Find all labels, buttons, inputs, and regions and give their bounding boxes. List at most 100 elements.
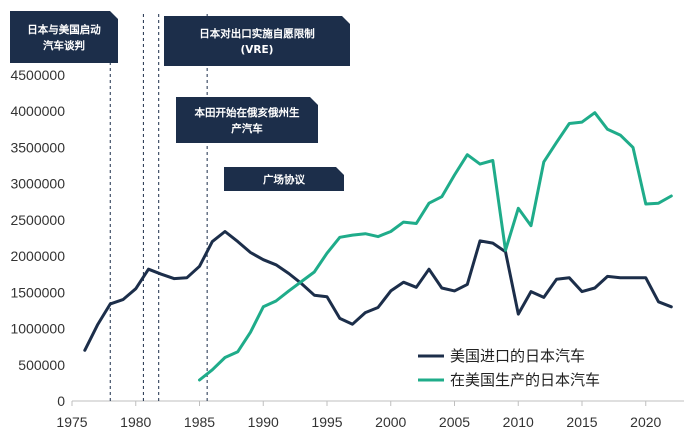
- data-point: [593, 286, 596, 289]
- data-point: [377, 235, 380, 238]
- data-point: [568, 276, 571, 279]
- data-point: [198, 378, 201, 381]
- annotation-label: 产汽车: [231, 122, 263, 135]
- data-point: [632, 276, 635, 279]
- data-point: [491, 242, 494, 245]
- data-point: [147, 268, 150, 271]
- series-line-1: [83, 230, 673, 352]
- data-point: [504, 249, 507, 252]
- data-point: [83, 349, 86, 352]
- data-point: [262, 305, 265, 308]
- data-point: [122, 298, 125, 301]
- data-point: [657, 202, 660, 205]
- legend-item-1: 美国进口的日本汽车: [418, 347, 585, 365]
- data-point: [466, 153, 469, 156]
- data-point: [224, 230, 227, 233]
- y-tick-label: 2500000: [10, 212, 65, 228]
- data-point: [402, 221, 405, 224]
- data-point: [236, 240, 239, 243]
- annotation-box: [224, 167, 344, 191]
- annotation-label: 日本与美国启动: [27, 23, 101, 36]
- data-point: [619, 276, 622, 279]
- data-point: [606, 275, 609, 278]
- data-point: [313, 294, 316, 297]
- data-point: [517, 207, 520, 210]
- annotation-label: 日本对出口实施自愿限制: [199, 27, 315, 40]
- x-tick-label: 2000: [375, 414, 406, 430]
- data-point: [530, 290, 533, 293]
- event-annotation-4: 广场协议: [224, 167, 344, 191]
- event-lines: [109, 14, 208, 401]
- y-tick-label: 1000000: [10, 321, 65, 337]
- data-point: [466, 283, 469, 286]
- data-point: [644, 202, 647, 205]
- x-tick-label: 2015: [566, 414, 597, 430]
- data-point: [275, 263, 278, 266]
- data-point: [377, 306, 380, 309]
- data-point: [249, 331, 252, 334]
- data-point: [542, 160, 545, 163]
- series-layer: [83, 111, 673, 382]
- data-point: [593, 111, 596, 114]
- data-point: [160, 273, 163, 276]
- series-line-2: [198, 111, 673, 382]
- data-point: [287, 272, 290, 275]
- data-point: [275, 300, 278, 303]
- data-point: [224, 356, 227, 359]
- x-tick-label: 2020: [630, 414, 661, 430]
- data-point: [479, 163, 482, 166]
- annotation-label: (VRE): [241, 44, 274, 56]
- data-point: [453, 173, 456, 176]
- data-point: [173, 277, 176, 280]
- x-tick-label: 1990: [248, 414, 279, 430]
- data-point: [109, 302, 112, 305]
- data-point: [249, 251, 252, 254]
- data-point: [300, 280, 303, 283]
- event-annotation-2: 日本对出口实施自愿限制 (VRE): [164, 16, 350, 66]
- data-point: [338, 236, 341, 239]
- data-point: [211, 240, 214, 243]
- data-point: [96, 323, 99, 326]
- data-point: [364, 311, 367, 314]
- data-point: [555, 278, 558, 281]
- data-point: [670, 194, 673, 197]
- data-point: [530, 224, 533, 227]
- data-point: [326, 252, 329, 255]
- data-point: [606, 128, 609, 131]
- x-tick-label: 1985: [184, 414, 215, 430]
- x-tick-label: 1980: [120, 414, 151, 430]
- data-point: [351, 234, 354, 237]
- data-point: [542, 296, 545, 299]
- y-tick-label: 3500000: [10, 139, 65, 155]
- annotation-box: [10, 11, 118, 63]
- data-point: [517, 313, 520, 316]
- data-point: [644, 276, 647, 279]
- annotation-label: 广场协议: [263, 173, 305, 186]
- data-point: [402, 281, 405, 284]
- y-tick-label: 4500000: [10, 67, 65, 83]
- legend-item-2: 在美国生产的日本汽车: [418, 371, 600, 389]
- axes: 1975 1980 1985 1990 1995 2000 2005 2010 2015 2020…: [10, 67, 684, 430]
- data-point: [581, 290, 584, 293]
- data-point: [326, 295, 329, 298]
- y-tick-label: 1500000: [10, 284, 65, 300]
- y-tick-label: 3000000: [10, 176, 65, 192]
- data-point: [428, 202, 431, 205]
- data-point: [185, 276, 188, 279]
- legend-label: 在美国生产的日本汽车: [450, 371, 600, 389]
- y-tick-label: 500000: [18, 357, 65, 373]
- data-point: [453, 289, 456, 292]
- data-point: [287, 289, 290, 292]
- data-point: [440, 195, 443, 198]
- data-point: [211, 368, 214, 371]
- data-point: [364, 232, 367, 235]
- y-tick-label: 0: [57, 393, 65, 409]
- data-point: [351, 323, 354, 326]
- data-point: [581, 121, 584, 124]
- data-point: [670, 305, 673, 308]
- x-tick-label: 1975: [56, 414, 87, 430]
